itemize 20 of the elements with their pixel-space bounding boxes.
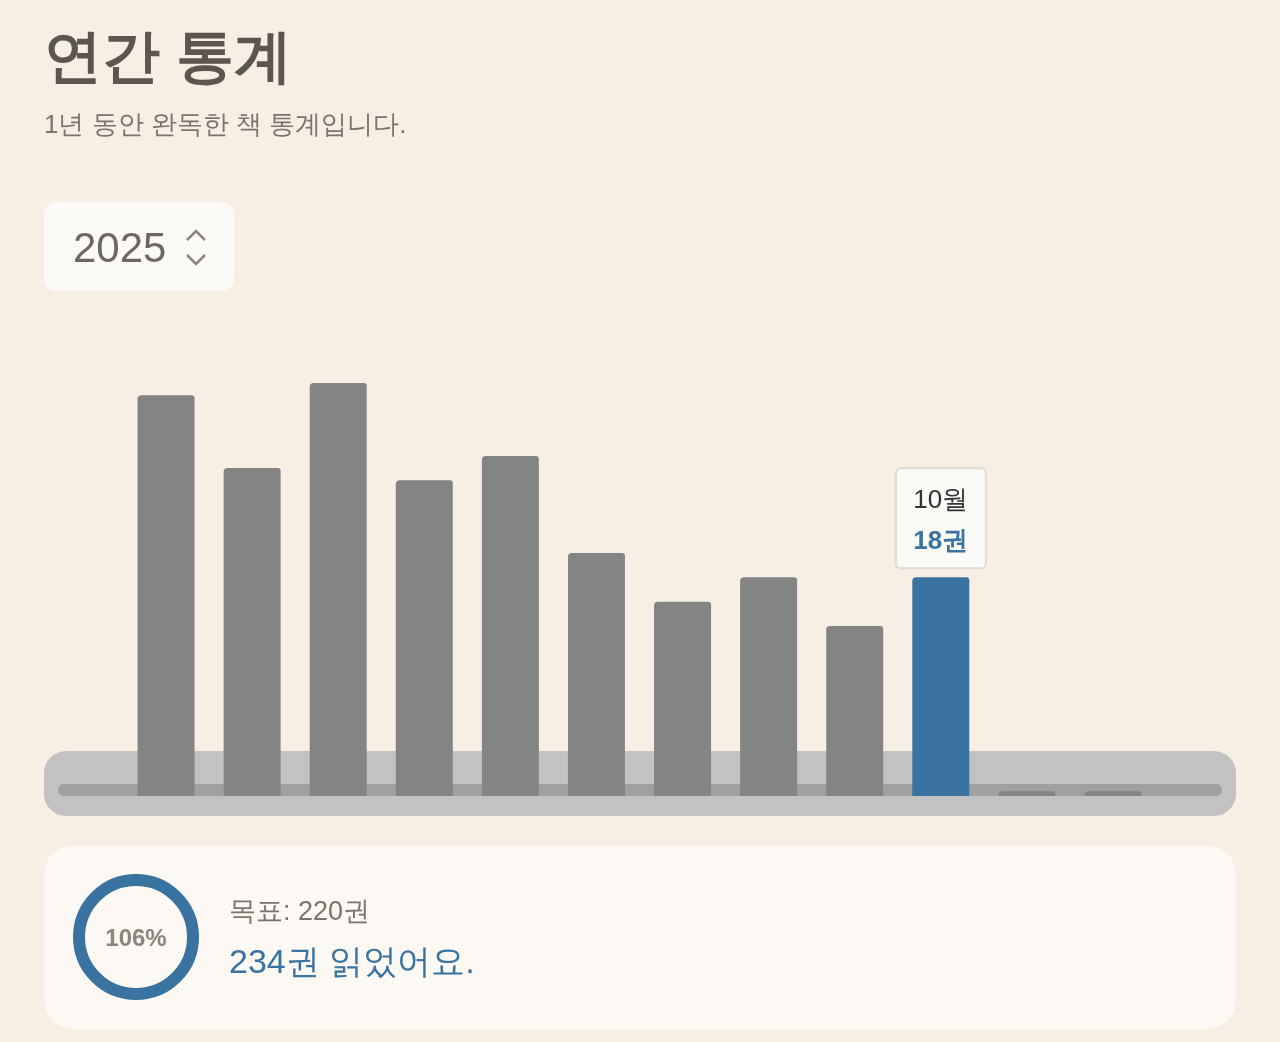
bar [309, 383, 367, 796]
chart-title: 연간 통계 [44, 23, 293, 88]
bar [654, 601, 712, 796]
bar [740, 577, 798, 796]
bar [998, 791, 1056, 796]
text: 2025 [73, 224, 167, 271]
chart-subtitle: 1년 동안 완독한 책 통계입니다. [44, 109, 407, 139]
bar [912, 577, 970, 796]
bar [395, 480, 453, 796]
bar [567, 553, 625, 796]
bar [223, 468, 281, 796]
bar [1084, 791, 1142, 796]
bar [481, 455, 539, 796]
data-label: 18권 [913, 525, 969, 556]
bar [826, 625, 884, 796]
text: 목표: 220권 [229, 896, 371, 926]
bar [137, 395, 195, 796]
text: 106% [105, 924, 167, 951]
x-tick-label: 10월 [913, 484, 969, 515]
text: 234권 읽었어요. [229, 942, 475, 980]
